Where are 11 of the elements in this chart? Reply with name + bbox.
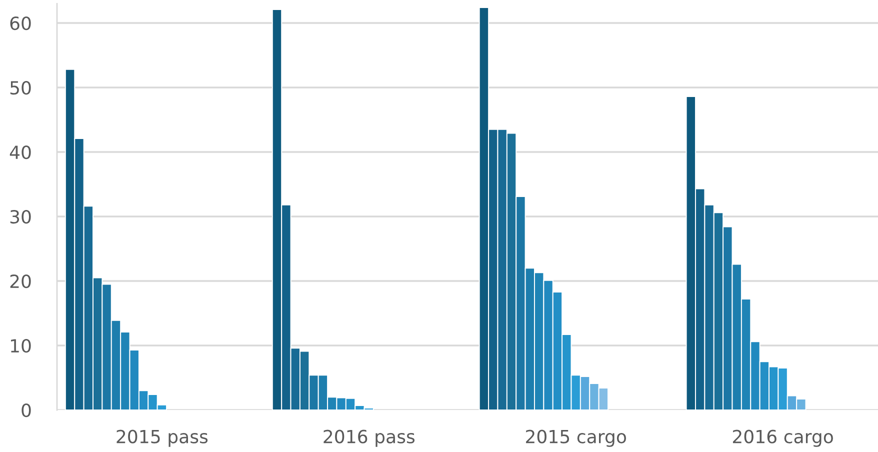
x-tick-label: 2016 cargo [732,430,833,447]
y-tick-label: 40 [10,145,31,160]
x-tick-label: 2015 pass [116,430,208,447]
y-tick-label: 50 [10,80,31,95]
y-tick-label: 60 [10,16,31,30]
x-tick-label: 2015 cargo [526,430,626,447]
y-tick-label: 0 [22,403,31,418]
y-tick-label: 30 [10,210,31,224]
y-tick-label: 20 [10,274,31,288]
x-tick-label: 2016 pass [324,430,415,447]
y-tick-label: 10 [11,338,31,353]
